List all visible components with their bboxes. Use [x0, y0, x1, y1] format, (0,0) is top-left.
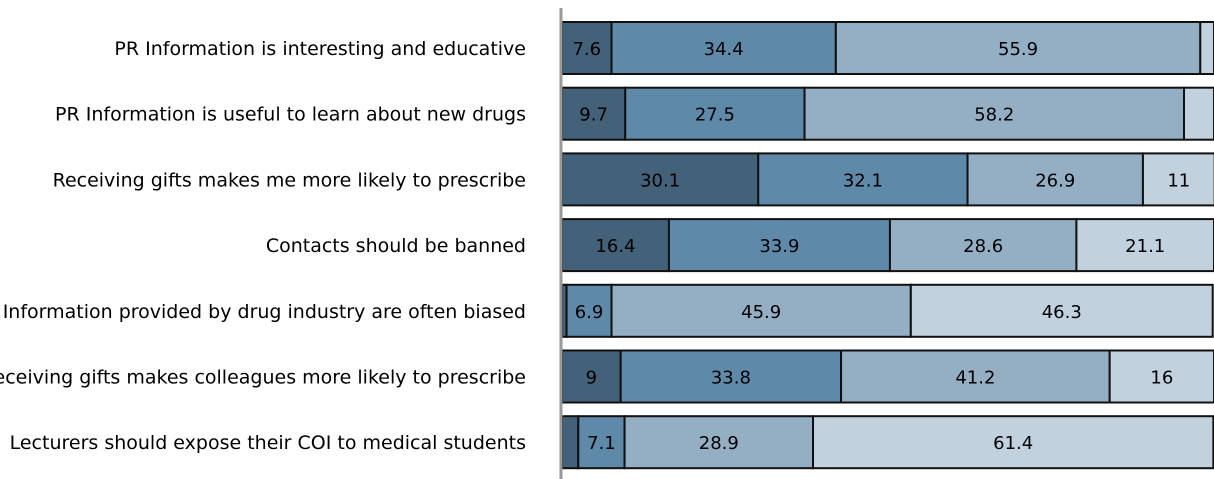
data-label: 9: [586, 368, 597, 389]
bar-segment-3: [623, 415, 815, 470]
data-label: 7.6: [572, 39, 601, 60]
data-label: 34.4: [704, 39, 744, 60]
data-label: 30.1: [640, 170, 680, 191]
data-label: 58.2: [974, 105, 1014, 126]
category-label: Contacts should be banned: [266, 235, 526, 257]
category-label: Lecturers should expose their COI to med…: [10, 432, 526, 454]
bar-segment-3: [966, 152, 1144, 207]
data-label: 33.8: [711, 368, 751, 389]
bar-segment-4: [1108, 349, 1214, 404]
data-label: 7.1: [587, 433, 616, 454]
bar-segment-4: [909, 283, 1214, 338]
data-label: 61.4: [993, 433, 1033, 454]
bar-segment-3: [840, 349, 1111, 404]
data-label: 46.3: [1042, 302, 1082, 323]
bar-plot-area: 7.6 34.4 55.9 9.7 27.5 58.2 30.1 32.1 26.9 11 16.4…: [561, 21, 1214, 470]
data-label: 16: [1150, 368, 1173, 389]
data-label: 33.9: [759, 236, 799, 257]
bar-segment-3: [834, 21, 1202, 75]
bar-segment-3: [610, 283, 912, 338]
data-label: 27.5: [695, 105, 735, 126]
category-label: Receiving gifts makes me more likely to …: [53, 169, 526, 191]
data-label: 32.1: [843, 170, 883, 191]
bar-segment-2: [757, 152, 969, 207]
data-label: 55.9: [998, 39, 1038, 60]
data-label: 28.6: [963, 236, 1003, 257]
category-label: Information provided by drug industry ar…: [3, 301, 526, 323]
data-label: 11: [1167, 170, 1190, 191]
category-label: PR Information is useful to learn about …: [55, 104, 526, 126]
data-label: 45.9: [741, 302, 781, 323]
data-label: 41.2: [955, 368, 995, 389]
bar-segment-4: [1141, 152, 1214, 207]
bar-segment-4: [1183, 86, 1214, 141]
bar-segment-1: [561, 415, 580, 470]
bar-segment-4: [1075, 218, 1214, 273]
bar-segment-2: [624, 86, 806, 141]
bar-segment-1: [561, 152, 760, 207]
data-label: 6.9: [575, 302, 604, 323]
bar-segment-3: [803, 86, 1186, 141]
data-label: 9.7: [579, 105, 608, 126]
bar-segment-2: [667, 218, 891, 273]
bar-segment-4: [812, 415, 1214, 470]
data-label: 21.1: [1125, 236, 1165, 257]
bar-segment-1: [561, 349, 622, 404]
data-label: 28.9: [699, 433, 739, 454]
category-label: PR Information is interesting and educat…: [114, 38, 526, 60]
bar-segment-1: [561, 218, 670, 273]
data-label: 26.9: [1035, 170, 1075, 191]
data-label: 16.4: [595, 236, 635, 257]
bar-segment-2: [619, 349, 843, 404]
bar-segment-3: [888, 218, 1078, 273]
category-label: Receiving gifts makes colleagues more li…: [0, 367, 526, 389]
bar-segment-2: [610, 21, 837, 75]
bar-segment-4: [1199, 21, 1214, 75]
category-labels: PR Information is interesting and educat…: [0, 38, 526, 454]
